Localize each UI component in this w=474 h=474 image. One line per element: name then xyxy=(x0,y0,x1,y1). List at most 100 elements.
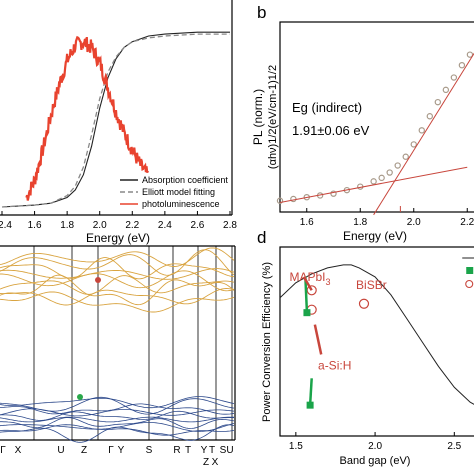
panel-c-kpoint-label-sub: X xyxy=(212,457,219,468)
panel-b-data-point xyxy=(466,51,474,58)
panel-b-data-point xyxy=(378,174,385,182)
panel-b-x-label: Energy (eV) xyxy=(343,229,407,243)
conduction-band-line xyxy=(0,270,235,292)
panel-b-data-point xyxy=(418,127,425,134)
panel-d-legend-swatch xyxy=(465,279,474,289)
panel-b-x-tick-label: 1.6 xyxy=(300,217,314,228)
conduction-band-line xyxy=(0,275,235,295)
panel-d-letter: d xyxy=(257,228,266,247)
panel-b-data-point xyxy=(402,153,409,160)
panel-b-frame xyxy=(279,21,474,213)
panel-b-data-point xyxy=(410,141,417,148)
panel-a-x-tick-label: 2.0 xyxy=(93,220,107,231)
panel-a-x-tick-label: 1.6 xyxy=(28,220,42,231)
panel-a-legend-label: Elliott model fitting xyxy=(142,187,215,197)
panel-d: d 1.5 2.0 2.5 Band gap (eV) Power Conversion … xyxy=(257,228,474,467)
panel-b: b 1.6 1.8 2.0 2.2 Energy (eV) PL (norm.) (αhν)1… xyxy=(251,3,474,243)
valence-band-line xyxy=(0,403,235,415)
panel-c: Γ X U Z Γ Y S R T Y T S UZ X xyxy=(0,245,236,468)
panel-c-kpoint-label: S xyxy=(146,445,153,456)
panel-b-data-point xyxy=(426,113,433,120)
panel-d-legend-swatch xyxy=(466,267,474,274)
panel-d-y-label: Power Conversion Efficiency (%) xyxy=(261,262,273,422)
panel-b-annotation-title: Eg (indirect) xyxy=(292,100,362,115)
panel-b-letter: b xyxy=(257,3,266,22)
panel-b-data-point xyxy=(370,178,377,185)
panel-c-kpoint-label: U xyxy=(57,445,64,456)
valence-band-line xyxy=(0,396,235,409)
label-mapbi3: MAPbI3 xyxy=(290,270,331,287)
panel-a-x-tick-label: 1.8 xyxy=(60,220,74,231)
panel-c-kpoint-label: Y xyxy=(118,445,125,456)
panel-b-data-point xyxy=(458,61,466,69)
valence-band-line xyxy=(0,416,235,423)
panel-b-data-point xyxy=(276,197,284,204)
valence-band-line xyxy=(0,417,235,429)
conduction-band-line xyxy=(0,257,235,280)
panel-a-x-tick-label: 2.8 xyxy=(223,220,237,231)
panel-c-kpoint-label: Z xyxy=(81,445,87,456)
valence-band-maximum-point xyxy=(77,394,83,400)
asi-connector-red xyxy=(313,324,323,355)
panel-b-data-point xyxy=(394,162,401,169)
panel-c-kpoint-label: Γ xyxy=(108,445,114,456)
conduction-band-line xyxy=(0,291,235,313)
conduction-band-line xyxy=(0,274,235,306)
panel-c-kpoint-label: S xyxy=(220,445,227,456)
panel-c-kpoint-label: Γ xyxy=(0,445,6,456)
valence-band-line xyxy=(0,408,235,417)
panel-c-kpoint-label: T xyxy=(209,445,215,456)
panel-d-x-label: Band gap (eV) xyxy=(340,455,411,467)
panel-b-data-point xyxy=(442,86,450,94)
panel-b-data-point xyxy=(450,74,458,81)
elliott-fit-line xyxy=(1,33,230,208)
mapbi3-connector-red xyxy=(302,276,313,291)
panel-b-x-tick-label: 2.0 xyxy=(407,217,421,228)
photoluminescence-line xyxy=(25,35,149,201)
panel-a: 2.4 1.6 1.8 2.0 2.2 2.4 2.6 2.8 Energy (eV) Absor… xyxy=(0,0,237,245)
panel-c-kpoint-label: R xyxy=(173,445,180,456)
panel-a-x-tick-label: 2.6 xyxy=(190,220,204,231)
mapbi3-connector-green xyxy=(304,276,309,313)
panel-c-kpoint-label-sub: Z xyxy=(203,457,209,468)
panel-b-annotation-value: 1.91±0.06 eV xyxy=(292,123,370,138)
slme-point xyxy=(358,298,370,309)
absorption-coefficient-line xyxy=(1,31,230,208)
valence-band-line xyxy=(0,424,235,436)
panel-b-edge-fit xyxy=(373,52,474,216)
label-asi: a-Si:H xyxy=(318,358,351,372)
valence-band-line xyxy=(0,424,235,443)
label-bisbr: BiSBr xyxy=(356,278,387,292)
panel-b-y-label-1: PL (norm.) xyxy=(251,89,265,145)
panel-d-frame xyxy=(279,246,474,437)
panel-b-data-point xyxy=(290,195,297,203)
conduction-band-line xyxy=(0,268,235,280)
panel-a-x-tick-label: 2.4 xyxy=(158,220,172,231)
panel-b-data-point xyxy=(386,169,393,176)
asi-connector-green xyxy=(308,378,313,406)
panel-b-baseline-fit xyxy=(279,166,468,203)
conduction-band-minimum-point xyxy=(95,277,101,283)
panel-a-legend-label: Absorption coefficient xyxy=(142,175,228,185)
panel-d-x-tick-label: 2.5 xyxy=(447,441,461,452)
panel-b-x-tick-label: 1.8 xyxy=(353,217,367,228)
panel-c-kpoint-label: U xyxy=(226,445,233,456)
panel-c-kpoint-label: Y xyxy=(201,445,208,456)
panel-b-x-tick-label: 2.2 xyxy=(460,217,474,228)
valence-band-line xyxy=(0,410,235,421)
conduction-band-line xyxy=(0,249,235,276)
panel-a-x-tick-label: 2.2 xyxy=(125,220,139,231)
panel-d-x-tick-label: 2.0 xyxy=(368,441,382,452)
panel-a-legend-label: photoluminescence xyxy=(142,199,220,209)
panel-c-kpoint-label: X xyxy=(15,445,22,456)
panel-b-data-point xyxy=(434,98,442,106)
panel-a-x-label: Energy (eV) xyxy=(86,231,150,245)
panel-c-kpoint-label: T xyxy=(185,445,191,456)
radiative-limit-line xyxy=(279,264,474,405)
panel-a-x-tick-label: 2.4 xyxy=(0,220,12,231)
panel-b-data-point xyxy=(330,190,337,197)
conduction-band-line xyxy=(0,288,235,306)
conduction-band-line xyxy=(0,247,235,267)
panel-d-x-tick-label: 1.5 xyxy=(289,441,303,452)
